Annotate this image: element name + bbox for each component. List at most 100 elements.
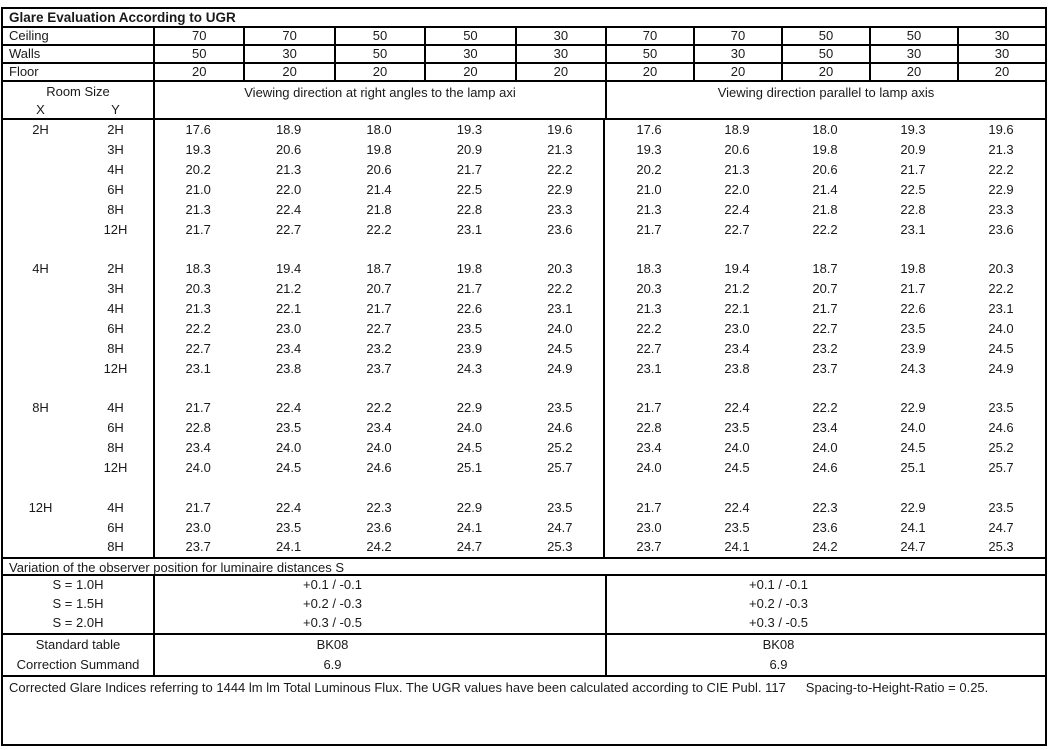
ugr-value-cell: 22.5 [456, 182, 483, 197]
ugr-values-right: 18.3 19.4 18.7 19.8 20.3 [605, 261, 1045, 276]
ugr-values-right: 22.7 23.4 23.2 23.9 24.5 [605, 341, 1045, 356]
ugr-value-cell: 24.1 [275, 539, 302, 555]
ugr-value-cell: 21.3 [636, 301, 662, 317]
ugr-value-cell: 20.3 [185, 281, 211, 297]
ugr-evaluation-table: Glare Evaluation According to UGR Ceilin… [1, 7, 1047, 746]
ugr-values-right: 24.0 24.5 24.6 25.1 25.7 [605, 460, 1045, 475]
ugr-value-cell: 22.8 [636, 420, 662, 436]
ugr-value-cell: 24.1 [724, 539, 750, 555]
ugr-value-cell: 23.0 [275, 321, 302, 337]
ugr-value-cell: 21.8 [366, 201, 392, 217]
ugr-value-cell: 22.8 [456, 201, 483, 217]
ugr-value-cell: 22.2 [636, 321, 662, 337]
surface-value-cell: 70 [693, 28, 781, 44]
ugr-value-cell: 24.0 [812, 440, 838, 456]
variation-heading: Variation of the observer position for l… [3, 557, 1045, 576]
summary-rows: Standard table BK08 BK08 Correction Summand… [3, 633, 1045, 675]
ugr-value-cell: 22.4 [275, 499, 302, 515]
ugr-value-cell: 21.0 [185, 182, 211, 197]
surface-value-cell: 30 [693, 46, 781, 62]
ugr-value-cell: 24.6 [366, 460, 392, 476]
ugr-value-cell: 18.0 [366, 122, 392, 138]
ugr-value-cell: 23.5 [988, 400, 1014, 416]
ugr-value-cell: 20.2 [636, 162, 662, 178]
surface-value-cell: 30 [424, 46, 514, 62]
surface-value-cell: 20 [153, 64, 243, 80]
ugr-value-cell: 21.3 [185, 301, 211, 317]
room-y-cell: 12H [103, 460, 128, 476]
room-y-cell: 4H [107, 301, 124, 317]
ugr-value-cell: 21.3 [988, 142, 1014, 158]
ugr-row: 6H 23.0 23.5 23.6 24.1 24.7 23.0 23.5 23.6 24.1 24… [3, 517, 1045, 537]
variation-label: S = 1.0H [52, 577, 104, 592]
surface-row: Walls 50 30 50 30 30 50 30 50 30 30 [3, 46, 1045, 64]
surface-value-cell: 50 [781, 46, 869, 62]
ugr-values-left: 24.0 24.5 24.6 25.1 25.7 [153, 460, 605, 475]
summary-row: Standard table BK08 BK08 [3, 635, 1045, 655]
ugr-value-cell: 24.5 [456, 440, 483, 456]
ugr-value-cell: 22.4 [275, 201, 302, 217]
ugr-value-cell: 24.5 [547, 340, 573, 356]
ugr-values-left: 21.0 22.0 21.4 22.5 22.9 [153, 182, 605, 197]
surface-value-cell: 30 [514, 46, 605, 62]
room-y-cell: 8H [107, 340, 124, 356]
ugr-value-cell: 21.3 [547, 142, 573, 158]
ugr-value-cell: 25.2 [547, 440, 573, 456]
ugr-value-cell: 22.2 [366, 400, 392, 416]
ugr-values-left: 21.7 22.4 22.2 22.9 23.5 [153, 400, 605, 415]
ugr-value-cell: 20.3 [988, 261, 1014, 277]
ugr-value-cell: 21.3 [636, 201, 662, 217]
ugr-value-cell: 24.7 [988, 519, 1014, 535]
ugr-value-cell: 19.4 [275, 261, 302, 277]
room-y-cell: 2H [107, 261, 124, 277]
ugr-row: 6H 22.8 23.5 23.4 24.0 24.6 22.8 23.5 23.4 24.0 24… [3, 418, 1045, 438]
ugr-value-cell: 25.1 [456, 460, 483, 476]
ugr-values-right: 20.2 21.3 20.6 21.7 22.2 [605, 162, 1045, 177]
surface-value-cell: 50 [424, 28, 514, 44]
surface-value-cell: 50 [605, 46, 693, 62]
ugr-value-cell: 22.8 [185, 420, 211, 436]
ugr-values-left: 22.2 23.0 22.7 23.5 24.0 [153, 321, 605, 336]
ugr-value-cell: 23.5 [275, 420, 302, 436]
ugr-values-left: 19.3 20.6 19.8 20.9 21.3 [153, 142, 605, 157]
ugr-value-cell: 21.8 [812, 201, 838, 217]
surface-row: Ceiling 70 70 50 50 30 70 70 50 50 30 [3, 28, 1045, 46]
ugr-values-right: 22.2 23.0 22.7 23.5 24.0 [605, 321, 1045, 336]
ugr-row: 4H 2H 18.3 19.4 18.7 19.8 20.3 18.3 19.4 18.7 19.8… [3, 259, 1045, 279]
variation-label: S = 2.0H [52, 615, 104, 630]
ugr-value-cell: 24.0 [275, 440, 302, 456]
surface-values-right: 70 70 50 50 30 [605, 28, 1045, 44]
ugr-value-cell: 24.6 [812, 460, 838, 476]
variation-value-right: +0.2 / -0.3 [605, 595, 1045, 614]
surface-value-cell: 50 [869, 28, 957, 44]
surface-value-cell: 20 [333, 64, 424, 80]
ugr-value-cell: 23.3 [547, 201, 573, 217]
room-y-cell: 6H [107, 182, 124, 197]
ugr-value-cell: 23.8 [724, 360, 750, 376]
variation-rows: S = 1.0H +0.1 / -0.1 +0.1 / -0.1 S = 1.5H +0… [3, 576, 1045, 633]
surface-row-label: Ceiling [9, 28, 49, 43]
ugr-row: 8H 4H 21.7 22.4 22.2 22.9 23.5 21.7 22.4 22.2 22.9… [3, 398, 1045, 418]
room-y-cell: 4H [107, 400, 124, 416]
ugr-value-cell: 23.4 [636, 440, 662, 456]
ugr-values-right: 21.3 22.4 21.8 22.8 23.3 [605, 202, 1045, 217]
ugr-value-cell: 22.7 [812, 321, 838, 337]
ugr-value-cell: 20.6 [275, 142, 302, 158]
ugr-value-cell: 23.1 [988, 301, 1014, 317]
table-header: Room Size X Y Viewing direction at right… [3, 82, 1045, 120]
room-size-header: Room Size X Y [3, 82, 153, 118]
ugr-value-cell: 25.1 [900, 460, 926, 476]
ugr-value-cell: 22.2 [988, 162, 1014, 178]
ugr-value-cell: 18.3 [185, 261, 211, 277]
ugr-value-cell: 20.9 [456, 142, 483, 158]
ugr-value-cell: 23.2 [812, 340, 838, 356]
ugr-value-cell: 25.2 [988, 440, 1014, 456]
ugr-value-cell: 21.2 [275, 281, 302, 297]
ugr-row: 4H 20.2 21.3 20.6 21.7 22.2 20.2 21.3 20.6 21.7 22… [3, 160, 1045, 180]
ugr-value-cell: 19.8 [812, 142, 838, 158]
ugr-value-cell: 20.6 [366, 162, 392, 178]
room-y-cell: 4H [107, 499, 124, 515]
variation-row: S = 2.0H +0.3 / -0.5 +0.3 / -0.5 [3, 614, 1045, 633]
surface-values-left: 70 70 50 50 30 [153, 28, 605, 44]
ugr-value-cell: 22.7 [366, 321, 392, 337]
